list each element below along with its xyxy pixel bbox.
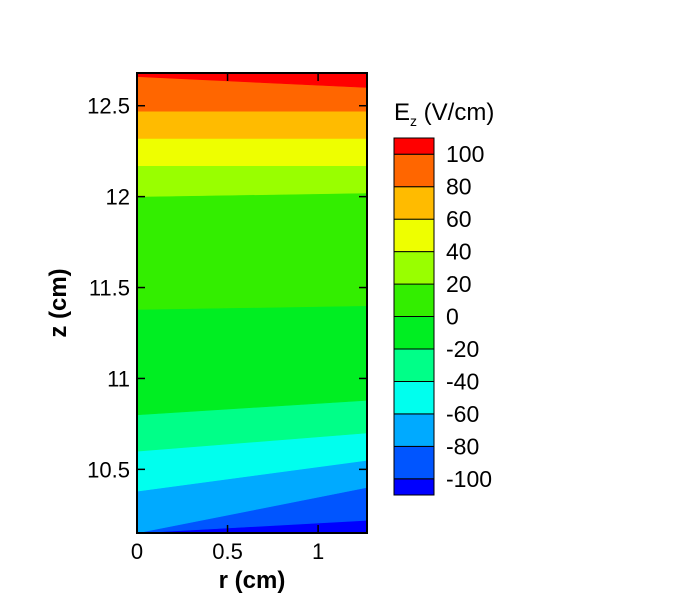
x-tick-label: 0 bbox=[131, 539, 143, 564]
x-axis-title: r (cm) bbox=[219, 567, 286, 594]
colorbar-swatch bbox=[393, 137, 435, 155]
colorbar-swatch bbox=[393, 153, 435, 188]
colorbar-swatch bbox=[393, 316, 435, 350]
colorbar-tick-label: -100 bbox=[446, 466, 492, 492]
y-tick-label: 12.5 bbox=[87, 94, 130, 119]
x-tick-label: 1 bbox=[312, 539, 324, 564]
contour-band bbox=[137, 459, 367, 533]
colorbar-tick-label: -40 bbox=[446, 368, 479, 394]
x-tick-label: 0.5 bbox=[212, 539, 243, 564]
colorbar-swatch bbox=[393, 478, 435, 496]
contour-band bbox=[137, 305, 367, 416]
colorbar-tick-label: -60 bbox=[446, 401, 479, 427]
contour-band bbox=[137, 138, 367, 166]
colorbar-swatches bbox=[393, 137, 435, 496]
y-axis: 10.5 11 11.5 12 12.5 bbox=[87, 94, 367, 482]
contour-band bbox=[137, 73, 367, 88]
colorbar: Ez (V/cm) 100 80 60 40 20 0 -20 -40 -60 -80 -100 bbox=[393, 99, 494, 496]
colorbar-title-subscript: z bbox=[410, 113, 417, 129]
contour-band bbox=[137, 165, 367, 197]
colorbar-tick-label: -80 bbox=[446, 433, 479, 459]
colorbar-tick-label: 60 bbox=[446, 206, 472, 232]
colorbar-tick-label: 40 bbox=[446, 239, 472, 265]
y-tick-label: 10.5 bbox=[87, 457, 130, 482]
colorbar-swatch bbox=[393, 413, 435, 447]
colorbar-tick-label: 0 bbox=[446, 304, 459, 330]
x-axis: 0 0.5 1 bbox=[131, 73, 324, 564]
colorbar-swatch bbox=[393, 186, 435, 220]
y-tick-label: 12 bbox=[106, 185, 130, 210]
colorbar-swatch bbox=[393, 380, 435, 415]
y-tick-label: 11 bbox=[107, 366, 130, 391]
colorbar-swatch bbox=[393, 445, 435, 480]
colorbar-tick-label: 80 bbox=[446, 174, 472, 200]
colorbar-title: Ez (V/cm) bbox=[394, 99, 494, 129]
colorbar-swatch bbox=[393, 251, 435, 285]
y-tick-label: 11.5 bbox=[89, 276, 130, 301]
colorbar-tick-label: 100 bbox=[446, 141, 484, 167]
colorbar-swatch bbox=[393, 348, 435, 382]
y-axis-title: z (cm) bbox=[45, 268, 72, 337]
colorbar-swatch bbox=[393, 218, 435, 253]
colorbar-tick-label: -20 bbox=[446, 336, 479, 362]
contour-bands bbox=[137, 73, 367, 533]
contour-band bbox=[137, 110, 367, 139]
contour-band bbox=[137, 192, 367, 310]
colorbar-tick-label: 20 bbox=[446, 271, 472, 297]
colorbar-swatch bbox=[393, 283, 435, 317]
plot-frame bbox=[136, 72, 368, 534]
contour-band bbox=[137, 76, 367, 112]
contour-band bbox=[137, 399, 367, 452]
contour-band bbox=[137, 432, 367, 492]
colorbar-labels: 100 80 60 40 20 0 -20 -40 -60 -80 -100 bbox=[446, 141, 492, 492]
